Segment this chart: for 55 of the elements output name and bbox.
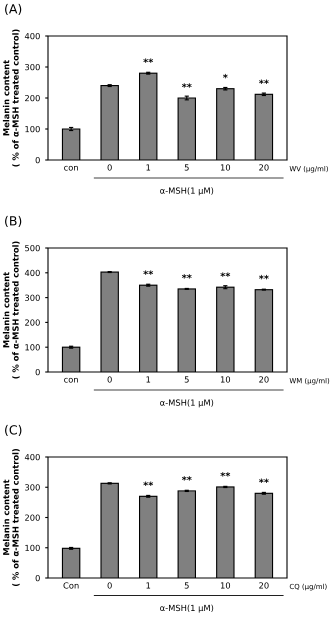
y-tick-label: 300 — [25, 484, 40, 491]
x-axis-title: α-MSH(1 μM) — [160, 187, 214, 196]
annotation: ** — [220, 472, 230, 477]
y-tick-label: 100 — [25, 126, 40, 132]
x-tick-label: 20 — [259, 376, 269, 383]
y-tick-label: 200 — [25, 319, 40, 326]
chart-title: (C) — [5, 424, 22, 436]
annotation: ** — [182, 274, 192, 279]
annotation: ** — [258, 79, 269, 84]
y-tick-label: 100 — [25, 544, 40, 552]
y-tick-label: 200 — [25, 514, 40, 521]
annotation: ** — [143, 482, 154, 486]
x-tick-label: 10 — [220, 164, 230, 171]
x-tick-label: con — [64, 166, 78, 171]
x-tick-label: 1 — [146, 376, 150, 382]
x-axis-title: α-MSH(1 μM) — [160, 399, 214, 408]
x-tick-label: 20 — [259, 164, 269, 171]
annotation: * — [222, 74, 228, 78]
annotation: ** — [143, 270, 154, 275]
x-tick-label: 0 — [108, 582, 112, 589]
x-tick-label: 10 — [220, 376, 230, 383]
x-tick-label: con — [64, 378, 78, 383]
x-tick-label: 5 — [184, 582, 189, 589]
chart-title: (B) — [5, 216, 22, 228]
y-axis-title: Melanin content ( % of α-MSH treated control) — [2, 241, 20, 379]
y-tick-label: 400 — [24, 270, 40, 276]
annotation: ** — [182, 83, 192, 88]
y-tick-label: 0 — [36, 368, 40, 376]
y-tick-label: 300 — [25, 294, 40, 301]
x-tick-label: 20 — [259, 582, 269, 589]
annotation: ** — [143, 58, 154, 63]
chart-title: (A) — [5, 4, 22, 16]
x-axis-title: α-MSH(1 μM) — [160, 604, 214, 613]
annotation: ** — [220, 272, 230, 277]
x-tick-label: 0 — [108, 164, 112, 171]
x-tick-label: Con — [63, 582, 79, 589]
y-axis-title: Melanin content ( % of α-MSH treated control) — [2, 29, 20, 167]
x-tick-label: 5 — [184, 164, 189, 171]
y-tick-label: 400 — [24, 32, 40, 40]
x-tick-label: 5 — [184, 376, 189, 383]
x-tick-label: 1 — [146, 164, 150, 170]
x-tick-label: 0 — [108, 376, 112, 383]
y-tick-label: 500 — [25, 244, 40, 252]
x-tick-label: 1 — [146, 582, 150, 588]
x-tick-label: 10 — [220, 582, 230, 589]
y-tick-label: 0 — [36, 574, 40, 582]
y-axis-title: Melanin content ( % of α-MSH treated control) — [2, 448, 20, 586]
y-tick-label: 100 — [25, 344, 40, 350]
y-tick-label: 400 — [24, 454, 40, 460]
annotation: ** — [182, 476, 192, 481]
annotation: ** — [258, 478, 269, 484]
y-tick-label: 300 — [25, 64, 40, 70]
y-tick-label: 200 — [25, 94, 40, 102]
y-tick-label: 0 — [36, 156, 40, 164]
annotation: ** — [258, 274, 269, 280]
